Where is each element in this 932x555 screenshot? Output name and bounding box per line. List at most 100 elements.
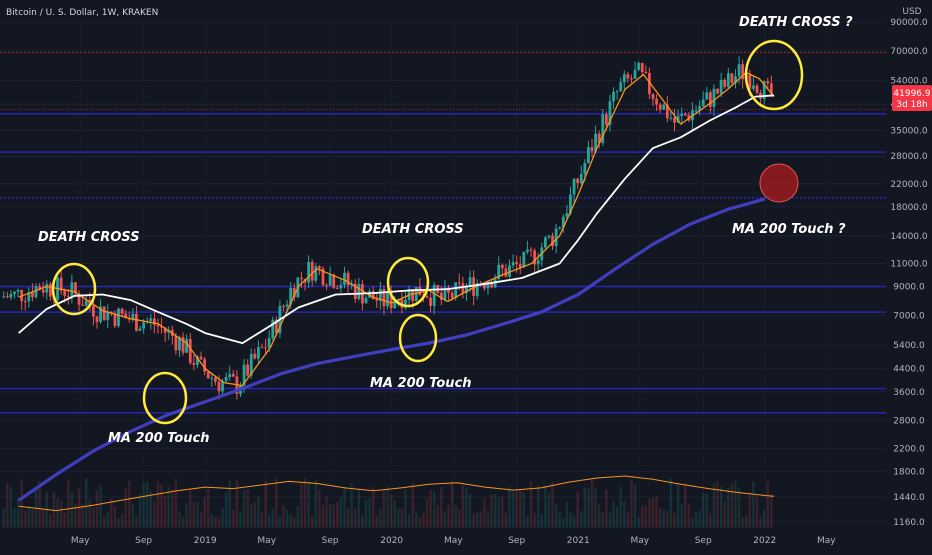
annotation-death-cross-2: DEATH CROSS [362,222,464,237]
candle-body [199,356,203,360]
volume-bar [368,498,371,528]
candle-body [84,300,88,306]
volume-bar [99,484,102,528]
moving-averages [17,71,775,512]
candle-body [38,286,42,290]
candle-body [325,285,328,287]
y-tick-label: 2200.0 [893,444,925,454]
y-tick-label: 3600.0 [893,388,925,398]
volume-bar [547,493,551,528]
volume-bar [203,497,206,528]
x-tick-label: May [257,536,276,546]
volume-bar [458,509,461,528]
candle-body [515,262,519,265]
candle-body [378,288,382,301]
candle-body [673,117,676,123]
candle-body [461,283,465,294]
volume-bar [92,507,95,528]
volume-bar [70,492,74,528]
candle-body [196,356,199,365]
x-tick-label: 2021 [567,536,590,546]
volume-bar [619,486,622,528]
candle-body [547,235,551,238]
candle-body [612,91,615,102]
volume-bar [110,498,113,528]
candle-body [404,299,407,308]
candle-body [317,266,321,269]
candle-body [2,296,6,298]
volume-bar [443,510,447,528]
volume-bar [56,498,59,528]
volume-bar [465,487,468,528]
volume-bar [626,511,630,528]
candle-body [683,113,687,116]
candle-body [81,304,85,306]
volume-bar [454,505,457,528]
candle-body [23,301,27,303]
volume-bar [594,487,597,528]
x-tick-label: May [71,536,90,546]
candle-body [497,264,501,279]
y-tick-label: 28000.0 [890,152,927,162]
volume-bar [712,482,716,528]
candle-body [282,305,285,307]
candle-body [31,292,34,298]
x-tick-label: Sep [135,536,152,546]
volume-bar [551,481,554,528]
candle-body [712,88,716,107]
volume-bar [705,493,708,528]
volume-bar [267,514,271,528]
volume-bar [131,503,135,528]
candle-body [576,178,580,184]
candle-body [569,194,572,214]
volume-bar [648,498,651,528]
x-tick-label: Sep [695,536,712,546]
volume-bar [192,502,196,528]
volume-bar [397,508,400,528]
candle-body [192,362,196,365]
candle-body [92,305,95,317]
volume-bar [382,490,386,528]
volume-bar [658,507,662,528]
volume-bar [519,489,522,528]
candle-body [142,322,146,329]
candle-body [181,337,185,353]
candle-body [88,300,92,306]
volume-bar [501,496,504,528]
candle-body [644,71,648,74]
candle-body [447,287,450,293]
y-tick-label: 18000.0 [890,203,927,213]
volume-bar [759,517,762,528]
candle-body [723,79,727,87]
candle-body [676,115,680,123]
volume-bar [533,512,536,528]
candle-body [274,319,278,334]
candle-body [178,337,181,351]
volume-bar [242,489,246,528]
series-line-ma-fast [18,71,775,387]
volume-bar [156,481,160,528]
last-price-badge: 41996.9 3d 18h [892,85,932,111]
candle-body [188,338,192,363]
annotation-ma200-touch-1: MA 200 Touch [108,431,210,446]
volume-bar [425,498,429,528]
volume-bar [565,501,569,528]
volume-bar [117,517,120,528]
candle-body [651,93,655,99]
x-tick-label: May [630,536,649,546]
volume-bar [540,514,543,528]
time-axis[interactable]: May Sep 2019 May Sep 2020 May Sep 2021 May Sep 2022… [71,536,836,546]
volume-bar [296,505,300,528]
volume-bar [210,513,213,528]
volume-bar [214,516,217,528]
volume-bar [493,493,497,528]
volume-bar [472,513,475,528]
candle-body [210,377,214,379]
volume-bar [687,504,691,528]
volume-bar [393,500,396,528]
death-cross-circle-2020 [386,256,430,308]
volume-bar [328,503,332,528]
candle-body [454,282,458,298]
